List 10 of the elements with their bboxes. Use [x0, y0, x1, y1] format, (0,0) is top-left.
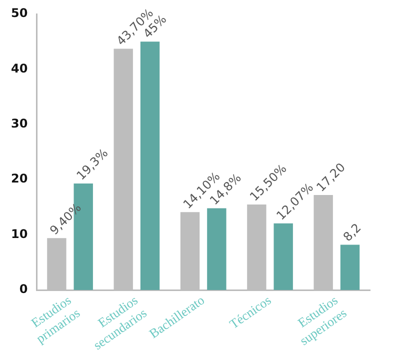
bar	[207, 208, 226, 290]
y-tick-label: 10	[10, 226, 28, 241]
y-tick-label: 40	[10, 61, 28, 76]
bar	[340, 244, 360, 290]
y-tick-label: 20	[10, 172, 28, 186]
y-tick-label: 30	[10, 116, 28, 131]
y-tick-label: 0	[19, 282, 28, 296]
data-label: 8,2	[340, 220, 364, 244]
bar	[274, 223, 293, 290]
y-tick-label: 50	[10, 6, 28, 20]
